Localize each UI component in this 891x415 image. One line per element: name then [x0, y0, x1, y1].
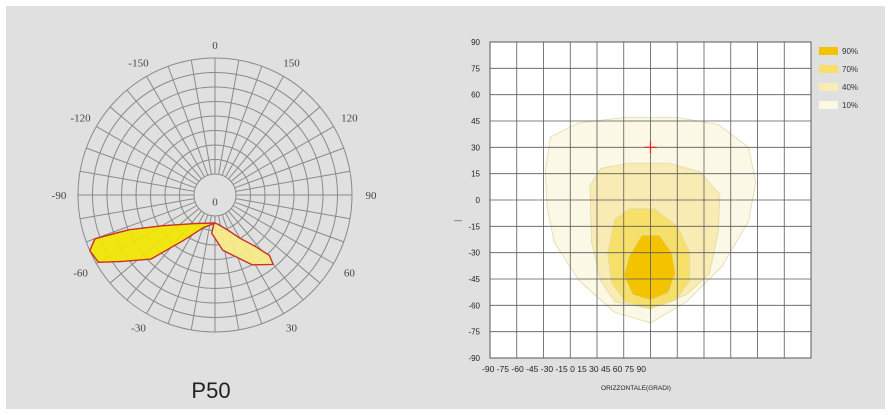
y-axis-title: — [454, 216, 462, 225]
polar-spoke [232, 126, 334, 185]
legend-swatch [819, 101, 838, 109]
y-tick-label: -90 [468, 354, 480, 363]
polar-tick-label: -30 [131, 323, 146, 335]
chart-panel: -150 150 -120 120 -90 90 -60 60 -30 30 0 0 P50 90 75… [6, 6, 885, 409]
polar-tick-label: 90 [366, 190, 378, 202]
polar-tick-label: 0 [212, 40, 218, 52]
polar-spoke [96, 126, 198, 185]
x-axis-title: ORIZZONTALE(GRADI) [601, 385, 671, 392]
polar-spoke [218, 59, 240, 175]
polar-spoke [86, 201, 196, 243]
polar-spoke [167, 214, 209, 324]
y-tick-label: 90 [471, 38, 480, 47]
y-tick-label: 60 [471, 91, 480, 100]
y-tick-label: 45 [471, 117, 480, 126]
polar-tick-labels: -150 150 -120 120 -90 90 -60 60 -30 30 0 0 [52, 40, 377, 335]
polar-spoke [230, 106, 321, 182]
polar-tick-label: -150 [128, 58, 149, 70]
polar-grid [77, 57, 353, 333]
polar-tick-label: 120 [341, 112, 358, 124]
polar-spoke [190, 59, 212, 175]
polar-spoke [109, 106, 200, 182]
polar-spoke [79, 170, 195, 192]
legend-swatch [819, 83, 838, 91]
polar-tick-label: 150 [283, 58, 300, 70]
y-tick-label: -45 [468, 275, 480, 284]
polar-caption: P50 [191, 378, 230, 403]
polar-spoke [146, 76, 205, 178]
y-tick-label: 75 [471, 64, 480, 73]
y-tick-label: -15 [468, 222, 480, 231]
polar-chart: -150 150 -120 120 -90 90 -60 60 -30 30 0 0 [52, 40, 377, 335]
y-tick-label: -30 [468, 249, 480, 258]
polar-tick-label: -90 [52, 190, 67, 202]
polar-spoke [234, 201, 344, 243]
polar-tick-label: 30 [286, 323, 298, 335]
polar-spoke [126, 89, 202, 180]
y-tick-label: -75 [468, 328, 480, 337]
legend: 90% 70% 40% 10% [819, 47, 858, 110]
polar-spoke [86, 147, 196, 189]
polar-series [210, 222, 274, 266]
polar-series-group [89, 222, 274, 266]
polar-spoke [79, 198, 195, 220]
legend-label: 40% [842, 83, 858, 92]
legend-label: 10% [842, 101, 858, 110]
legend-swatch [819, 47, 838, 55]
iso-grid [489, 41, 812, 359]
y-tick-label: 30 [471, 143, 480, 152]
center-marker [644, 141, 657, 154]
polar-tick-label: -60 [73, 268, 88, 280]
legend-swatch [819, 65, 838, 73]
polar-tick-label: 0 [212, 196, 218, 208]
polar-spoke [235, 198, 351, 220]
polar-spoke [230, 208, 321, 284]
polar-spoke [235, 170, 351, 192]
isolux-chart: 90 75 60 45 30 15 0 -15 -30 -45 -60 -75 -90 -90 -75 … [454, 38, 858, 392]
y-tick-labels: 90 75 60 45 30 15 0 -15 -30 -45 -60 -75 -90 [468, 38, 480, 363]
y-tick-label: 0 [476, 196, 481, 205]
polar-spoke [190, 215, 212, 331]
polar-spoke [167, 66, 209, 176]
polar-tick-label: 60 [344, 268, 356, 280]
y-tick-label: 15 [471, 170, 480, 179]
polar-spoke [228, 89, 304, 180]
polar-series [89, 222, 216, 263]
polar-spoke [234, 147, 344, 189]
x-tick-labels: -90 -75 -60 -45 -30 -15 0 15 30 45 60 75… [482, 365, 647, 374]
polar-ring [193, 173, 237, 217]
legend-label: 90% [842, 47, 858, 56]
polar-spoke [221, 66, 263, 176]
polar-spoke [232, 205, 334, 264]
polar-spoke [225, 76, 284, 178]
legend-label: 70% [842, 65, 858, 74]
y-tick-label: -60 [468, 301, 480, 310]
polar-tick-label: -120 [71, 112, 92, 124]
